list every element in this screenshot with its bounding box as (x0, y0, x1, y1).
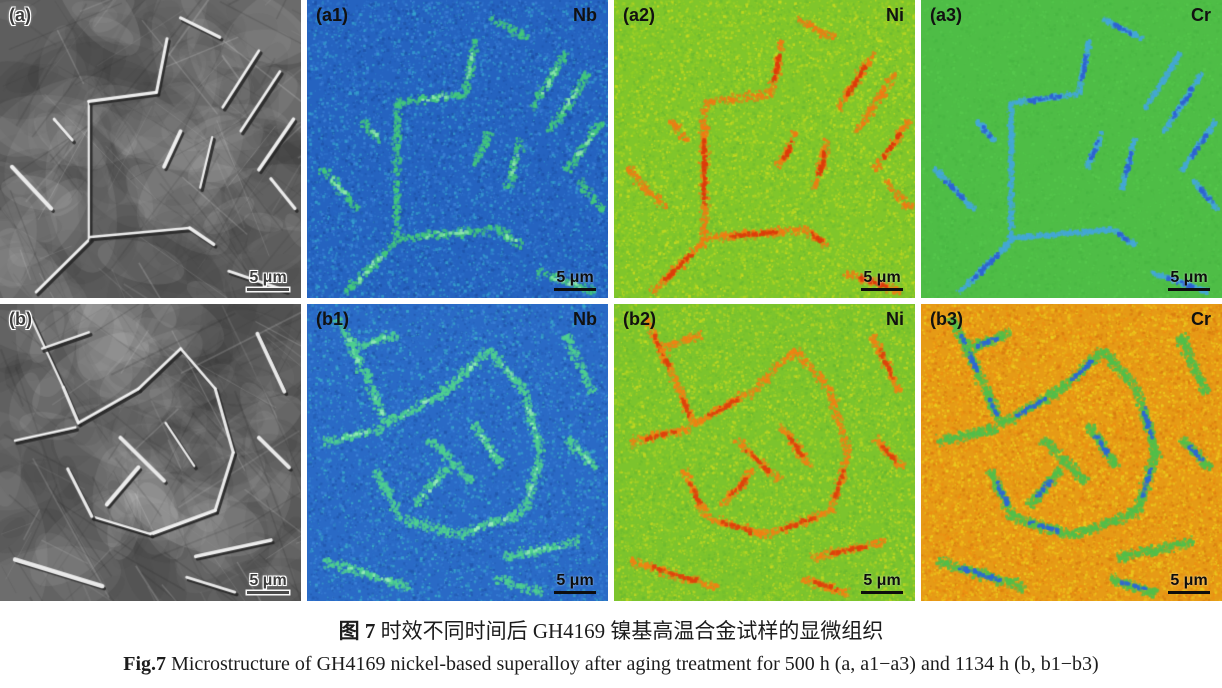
caption-chinese: 图 7 时效不同时间后 GH4169 镍基高温合金试样的显微组织 (0, 615, 1222, 645)
scale-bar-label: 5 μm (249, 572, 287, 589)
micrograph-image (921, 0, 1222, 298)
scale-bar-label: 5 μm (249, 268, 287, 286)
micrograph-image (0, 0, 301, 298)
caption-english-text: Microstructure of GH4169 nickel-based su… (166, 653, 1099, 675)
scale-bar-label: 5 μm (1170, 572, 1208, 589)
micrograph-image (0, 303, 301, 601)
scale-bar-label: 5 μm (863, 268, 901, 286)
scale-bar-label: 5 μm (556, 268, 594, 286)
caption-chinese-number: 图 7 (338, 619, 376, 643)
micrograph-panel-b2: (b2) Ni 5 μm (614, 303, 915, 601)
panel-label: (a) (9, 5, 31, 25)
scale-bar-line (247, 287, 289, 291)
scale-bar-label: 5 μm (863, 572, 901, 589)
scale-bar-line (1168, 287, 1210, 291)
scale-bar: 5 μm (861, 573, 903, 594)
element-label: Nb (573, 5, 597, 25)
scale-bar-label: 5 μm (1170, 268, 1208, 286)
micrograph-panel-a: (a) 5 μm (0, 0, 301, 298)
panel-label: (b1) (316, 308, 349, 329)
caption-english: Fig.7 Microstructure of GH4169 nickel-ba… (0, 653, 1222, 676)
panel-label: (a3) (930, 5, 963, 25)
micrograph-panel-a3: (a3) Cr 5 μm (921, 0, 1222, 298)
panel-label: (a1) (316, 5, 349, 25)
scale-bar-line (554, 287, 596, 291)
micrograph-image (307, 0, 608, 298)
scale-bar: 5 μm (861, 268, 903, 291)
scale-bar: 5 μm (554, 573, 596, 594)
scale-bar-line (1168, 591, 1210, 594)
scale-bar-label: 5 μm (556, 572, 594, 589)
scale-bar-line (861, 287, 903, 291)
micrograph-panel-b3: (b3) Cr 5 μm (921, 303, 1222, 601)
element-label: Ni (886, 5, 904, 25)
caption-chinese-text: 时效不同时间后 GH4169 镍基高温合金试样的显微组织 (375, 619, 884, 643)
micrograph-grid: (a) 5 μm (a1) Nb 5 μm (a2) Ni 5 μm (0, 0, 1222, 601)
panel-label: (b3) (930, 308, 963, 329)
micrograph-image (614, 303, 915, 601)
caption-english-number: Fig.7 (123, 653, 167, 675)
scale-bar: 5 μm (247, 268, 289, 291)
micrograph-panel-b1: (b1) Nb 5 μm (307, 303, 608, 601)
micrograph-panel-a2: (a2) Ni 5 μm (614, 0, 915, 298)
micrograph-panel-b: (b) 5 μm (0, 303, 301, 601)
scale-bar: 5 μm (1168, 573, 1210, 594)
scale-bar: 5 μm (247, 573, 289, 594)
figure-caption: 图 7 时效不同时间后 GH4169 镍基高温合金试样的显微组织 Fig.7 M… (0, 615, 1222, 676)
micrograph-image (921, 303, 1222, 601)
scale-bar: 5 μm (554, 268, 596, 291)
scale-bar-line (861, 591, 903, 594)
micrograph-panel-a1: (a1) Nb 5 μm (307, 0, 608, 298)
element-label: Nb (573, 308, 597, 329)
panel-label: (b) (9, 308, 32, 329)
scale-bar-line (554, 591, 596, 594)
scale-bar: 5 μm (1168, 268, 1210, 291)
scale-bar-line (247, 591, 289, 594)
panel-label: (b2) (623, 308, 656, 329)
micrograph-image (307, 303, 608, 601)
panel-label: (a2) (623, 5, 656, 25)
element-label: Cr (1190, 308, 1211, 329)
element-label: Cr (1190, 5, 1211, 25)
element-label: Ni (886, 308, 904, 329)
micrograph-image (614, 0, 915, 298)
